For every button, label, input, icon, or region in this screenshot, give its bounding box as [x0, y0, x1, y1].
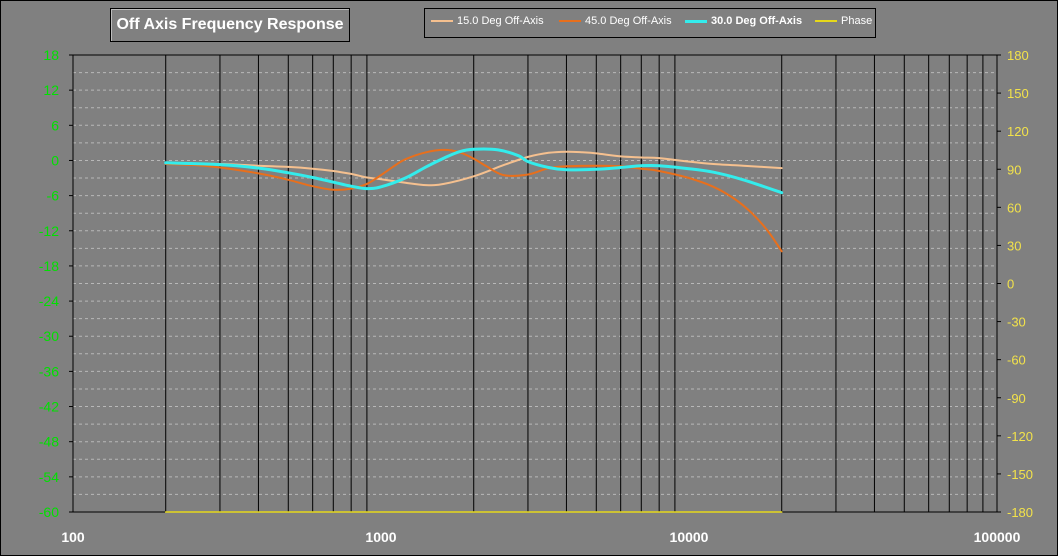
left-y-tick-label: 6	[51, 117, 59, 133]
right-y-tick-label: 180	[1007, 48, 1029, 63]
left-y-tick-label: -36	[39, 363, 59, 379]
legend-item: Phase	[815, 9, 872, 37]
right-y-tick-label: -120	[1007, 429, 1033, 444]
legend-label: 30.0 Deg Off-Axis	[711, 15, 803, 27]
series-line-30-0-deg-off-axis	[164, 147, 784, 195]
right-y-tick-label: 120	[1007, 124, 1029, 139]
left-y-tick-label: -42	[39, 399, 59, 415]
right-y-tick-label: -150	[1007, 467, 1033, 482]
right-y-tick-label: 0	[1007, 277, 1014, 292]
left-y-tick-label: 12	[43, 82, 59, 98]
left-y-tick-label: -18	[39, 258, 59, 274]
right-y-tick-label: 90	[1007, 162, 1021, 177]
right-y-tick-label: -30	[1007, 315, 1026, 330]
x-tick-label: 10000	[670, 529, 709, 545]
right-y-tick-label: -60	[1007, 353, 1026, 368]
legend-item: 30.0 Deg Off-Axis	[685, 9, 802, 37]
right-y-tick-label: 150	[1007, 86, 1029, 101]
legend-label: Phase	[841, 15, 873, 27]
x-tick-label: 100000	[974, 529, 1021, 545]
right-y-tick-label: -90	[1007, 391, 1026, 406]
chart-title: Off Axis Frequency Response	[110, 8, 350, 42]
left-y-tick-label: -24	[39, 293, 59, 309]
series-line-45-0-deg-off-axis	[164, 148, 783, 253]
x-tick-label: 1000	[365, 529, 396, 545]
left-y-tick-label: 0	[51, 152, 59, 168]
left-y-tick-label: -48	[39, 434, 59, 450]
legend-item: 45.0 Deg Off-Axis	[559, 9, 672, 37]
legend-item: 15.0 Deg Off-Axis	[431, 9, 544, 37]
left-y-tick-label: 18	[43, 47, 59, 63]
legend-swatch	[559, 20, 581, 23]
left-y-tick-label: -12	[39, 223, 59, 239]
left-y-tick-label: -60	[39, 504, 59, 520]
legend-label: 45.0 Deg Off-Axis	[585, 15, 672, 27]
legend-label: 15.0 Deg Off-Axis	[457, 15, 544, 27]
legend: 15.0 Deg Off-Axis 45.0 Deg Off-Axis 30.0 D…	[424, 8, 876, 38]
left-y-tick-label: -54	[39, 469, 59, 485]
series-line-15-0-deg-off-axis	[164, 150, 783, 187]
right-y-tick-label: 30	[1007, 238, 1021, 253]
right-y-tick-label: 60	[1007, 200, 1021, 215]
left-y-tick-label: -6	[47, 188, 60, 204]
x-tick-label: 100	[61, 529, 85, 545]
left-y-tick-label: -30	[39, 328, 59, 344]
legend-swatch	[431, 20, 453, 23]
right-y-tick-label: -180	[1007, 505, 1033, 520]
legend-swatch	[815, 20, 837, 23]
legend-swatch	[685, 19, 707, 23]
